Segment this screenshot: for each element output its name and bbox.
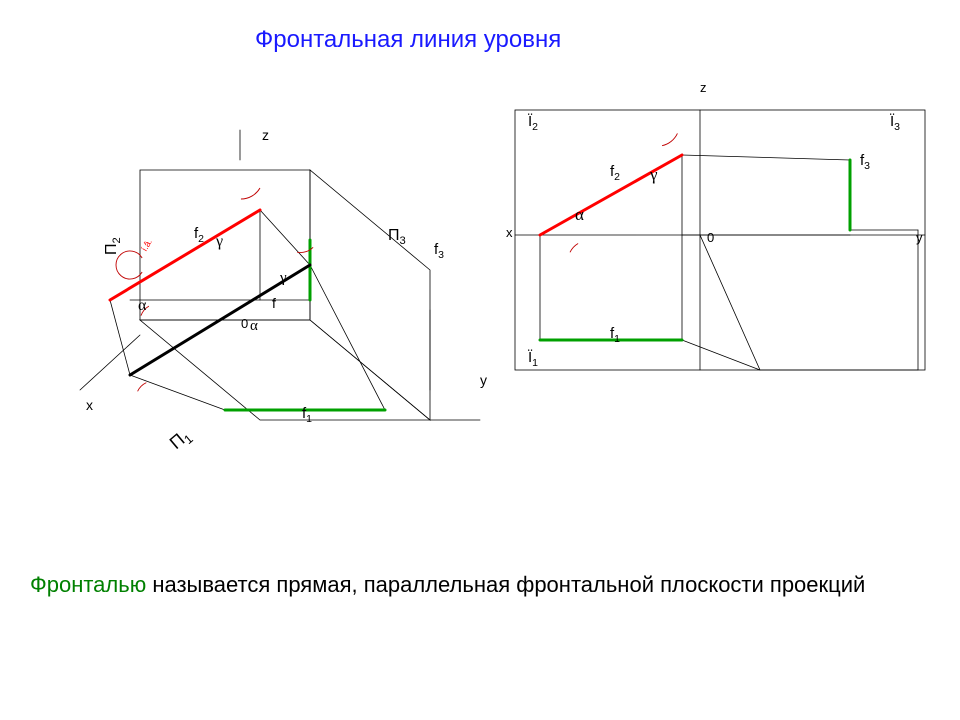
svg-text:f: f [272, 295, 276, 311]
svg-text:0: 0 [241, 316, 248, 331]
svg-text:f3: f3 [860, 152, 870, 172]
page-title: Фронтальная линия уровня [255, 26, 561, 54]
svg-text:í.â.: í.â. [139, 237, 154, 253]
svg-text:α: α [575, 205, 584, 224]
svg-text:y: y [480, 372, 487, 388]
left-diagram: zxy0П2П3П1f2f3f1fαγγαí.â. [30, 110, 490, 470]
svg-text:0: 0 [707, 230, 714, 245]
svg-text:γ: γ [279, 270, 287, 286]
diagram-canvas: { "title": "Фронтальная линия уровня", "… [0, 0, 960, 720]
svg-text:α: α [138, 297, 147, 314]
svg-text:f2: f2 [194, 225, 204, 245]
svg-text:x: x [86, 397, 93, 413]
svg-text:f1: f1 [610, 325, 620, 345]
svg-text:y: y [916, 230, 923, 245]
definition-highlight: Фронталью [30, 572, 146, 597]
svg-text:П1: П1 [166, 425, 196, 455]
svg-text:f1: f1 [302, 405, 312, 425]
svg-text:γ: γ [649, 165, 658, 184]
svg-text:Ï2: Ï2 [528, 113, 538, 133]
svg-text:z: z [262, 127, 269, 143]
definition-text: Фронталью называется прямая, параллельна… [30, 570, 930, 600]
svg-text:П3: П3 [388, 227, 406, 247]
svg-text:f2: f2 [610, 163, 620, 183]
svg-text:П2: П2 [103, 237, 123, 255]
svg-text:z: z [700, 80, 707, 95]
right-diagram: z x y 0 Ï2 Ï3 Ï1 f2 f3 f1 α γ [500, 80, 930, 390]
svg-text:γ: γ [215, 233, 223, 250]
svg-text:Ï3: Ï3 [890, 113, 900, 133]
svg-text:x: x [506, 225, 513, 240]
svg-text:f3: f3 [434, 241, 444, 261]
svg-text:α: α [250, 318, 258, 334]
svg-text:Ï1: Ï1 [528, 349, 538, 369]
definition-rest: называется прямая, параллельная фронталь… [146, 572, 865, 597]
